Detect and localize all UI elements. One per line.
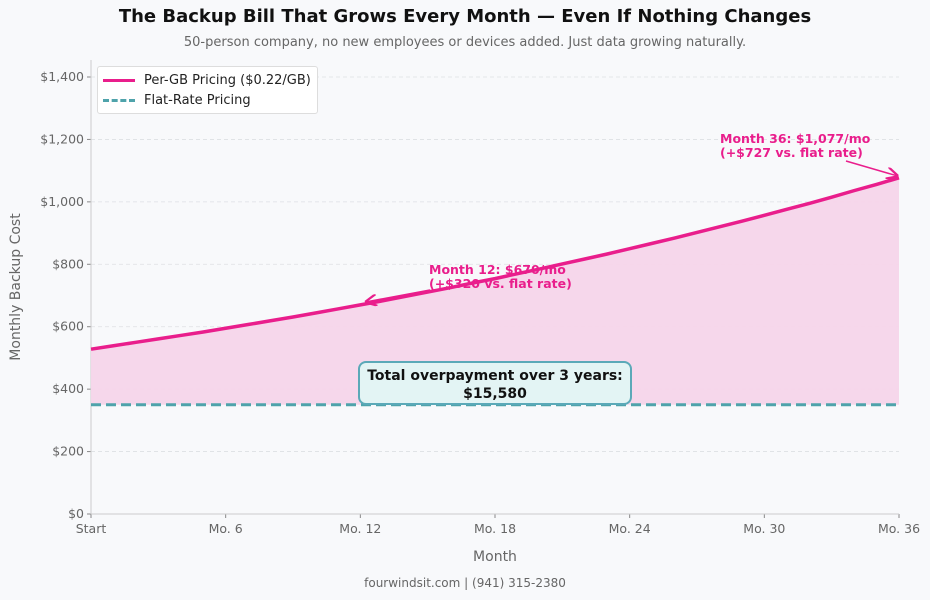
legend-label-flat: Flat-Rate Pricing (144, 92, 251, 108)
y-tick-label: $200 (52, 444, 84, 459)
chart-title: The Backup Bill That Grows Every Month —… (118, 6, 812, 27)
x-tick-label: Mo. 12 (339, 521, 381, 536)
y-tick-label: $1,200 (40, 131, 84, 146)
x-tick-label: Mo. 6 (209, 521, 243, 536)
legend-item-flat: Flat-Rate Pricing (103, 90, 311, 110)
annotation-arrow-month-12 (366, 289, 431, 302)
legend-swatch-flat (103, 98, 135, 102)
x-axis-label: Month (473, 549, 517, 565)
summary-line1: Total overpayment over 3 years: (367, 368, 623, 384)
y-tick-label: $1,400 (40, 69, 84, 84)
annotation-month-36: Month 36: $1,077/mo (+$727 vs. flat rate… (720, 132, 870, 160)
annotation-month-36-line1: Month 36: $1,077/mo (720, 131, 871, 146)
chart-subtitle: 50-person company, no new employees or d… (183, 35, 747, 50)
legend-item-per-gb: Per-GB Pricing ($0.22/GB) (103, 70, 311, 90)
legend-swatch-per-gb (103, 78, 135, 82)
x-tick-label: Mo. 24 (609, 521, 651, 536)
summary-line2: $15,580 (463, 386, 527, 402)
annotation-arrow-month-36 (845, 160, 897, 176)
overpayment-summary-box: Total overpayment over 3 years: $15,580 (358, 361, 632, 405)
x-tick-label: Mo. 30 (743, 521, 785, 536)
overpayment-area (91, 177, 899, 405)
series-line-per-gb (90, 176, 900, 351)
legend: Per-GB Pricing ($0.22/GB) Flat-Rate Pric… (97, 66, 318, 114)
y-tick-label: $600 (52, 319, 84, 334)
y-axis-label: Monthly Backup Cost (8, 213, 24, 361)
x-tick-label: Mo. 18 (474, 521, 516, 536)
annotation-month-36-line2: (+$727 vs. flat rate) (720, 145, 863, 160)
y-tick-label: $400 (52, 381, 84, 396)
x-tick-label: Start (76, 521, 107, 536)
annotation-month-12-line2: (+$320 vs. flat rate) (429, 276, 572, 291)
y-tick-label: $1,000 (40, 194, 84, 209)
annotation-month-12: Month 12: $670/mo (+$320 vs. flat rate) (429, 263, 572, 291)
x-tick-label: Mo. 36 (878, 521, 920, 536)
y-tick-label: $0 (68, 506, 84, 521)
legend-label-per-gb: Per-GB Pricing ($0.22/GB) (144, 72, 311, 88)
footer-contact: fourwindsit.com | (941) 315-2380 (364, 576, 566, 590)
annotation-month-12-line1: Month 12: $670/mo (429, 262, 566, 277)
y-tick-label: $800 (52, 256, 84, 271)
